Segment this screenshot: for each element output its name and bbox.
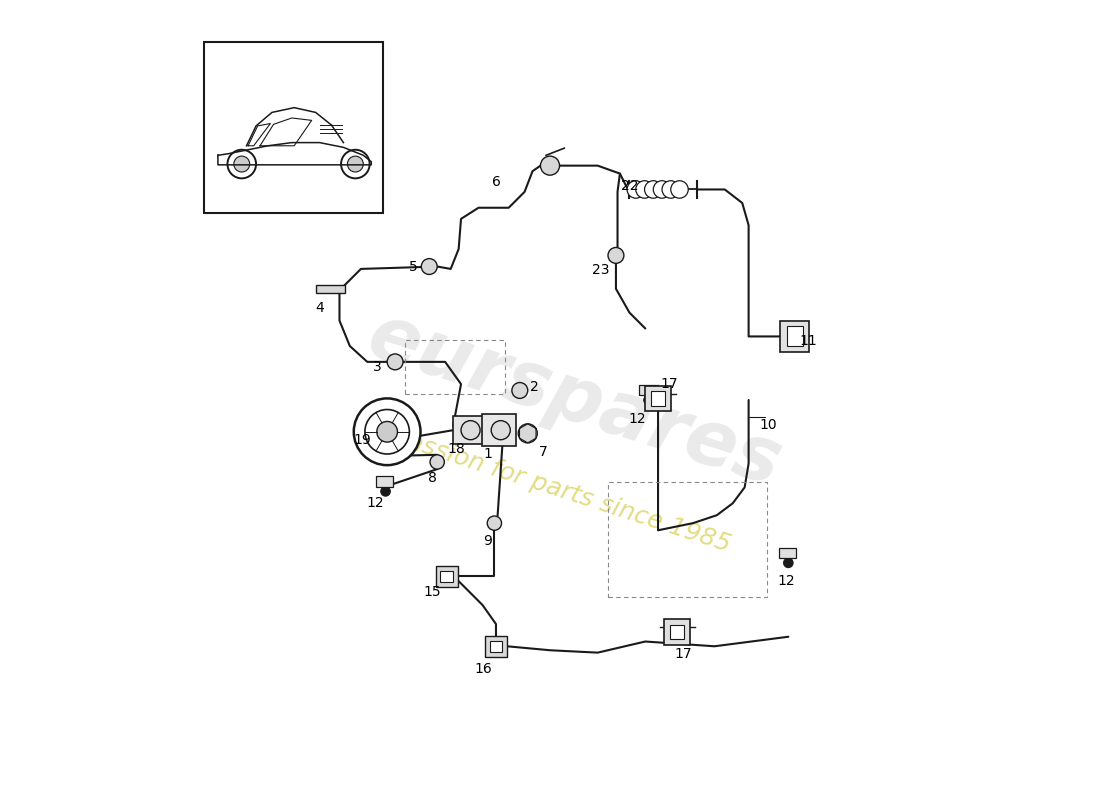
Circle shape bbox=[645, 181, 662, 198]
Circle shape bbox=[365, 410, 409, 454]
Bar bbox=[779, 548, 796, 558]
Text: 2: 2 bbox=[530, 380, 539, 394]
Circle shape bbox=[492, 421, 510, 440]
Text: 12: 12 bbox=[366, 496, 384, 510]
Circle shape bbox=[377, 422, 397, 442]
Bar bbox=[205, 42, 383, 214]
Text: 16: 16 bbox=[474, 662, 492, 675]
Text: 4: 4 bbox=[316, 301, 324, 315]
Circle shape bbox=[354, 398, 420, 465]
Text: 23: 23 bbox=[592, 262, 609, 277]
Circle shape bbox=[228, 150, 256, 178]
Circle shape bbox=[421, 258, 437, 274]
Bar bbox=[651, 391, 666, 406]
Circle shape bbox=[430, 455, 444, 469]
Text: 12: 12 bbox=[778, 574, 795, 588]
Circle shape bbox=[644, 395, 653, 405]
Bar bbox=[406, 340, 505, 394]
Circle shape bbox=[783, 558, 793, 568]
Text: 22: 22 bbox=[620, 178, 638, 193]
Circle shape bbox=[518, 424, 537, 443]
Circle shape bbox=[608, 247, 624, 263]
Bar bbox=[436, 566, 458, 586]
Bar bbox=[376, 476, 394, 486]
Circle shape bbox=[540, 156, 560, 175]
Circle shape bbox=[636, 181, 653, 198]
Text: 19: 19 bbox=[353, 433, 372, 446]
Text: eurspares: eurspares bbox=[358, 298, 790, 502]
Bar bbox=[670, 625, 684, 639]
Text: 1: 1 bbox=[484, 447, 493, 461]
Bar bbox=[440, 571, 453, 582]
Bar bbox=[317, 285, 345, 293]
Circle shape bbox=[671, 181, 689, 198]
Text: 8: 8 bbox=[428, 471, 437, 485]
Circle shape bbox=[461, 421, 480, 440]
Circle shape bbox=[341, 150, 370, 178]
Text: 11: 11 bbox=[800, 334, 817, 348]
Text: 15: 15 bbox=[424, 586, 441, 599]
Text: 17: 17 bbox=[660, 377, 678, 391]
Circle shape bbox=[387, 354, 403, 370]
Text: 12: 12 bbox=[628, 412, 646, 426]
Text: 3: 3 bbox=[373, 360, 382, 374]
Bar bbox=[608, 482, 767, 597]
Circle shape bbox=[627, 181, 645, 198]
Circle shape bbox=[348, 156, 363, 172]
Text: a passion for parts since 1985: a passion for parts since 1985 bbox=[366, 418, 734, 557]
Circle shape bbox=[512, 382, 528, 398]
Bar bbox=[483, 414, 516, 446]
Bar bbox=[664, 619, 690, 645]
Circle shape bbox=[381, 486, 390, 496]
Bar bbox=[646, 386, 671, 411]
Bar bbox=[639, 385, 657, 395]
Text: 5: 5 bbox=[409, 259, 418, 274]
Bar bbox=[780, 321, 808, 352]
Text: 9: 9 bbox=[484, 534, 493, 549]
Text: 10: 10 bbox=[760, 418, 778, 433]
Bar bbox=[786, 326, 803, 346]
Circle shape bbox=[653, 181, 671, 198]
Bar bbox=[453, 416, 488, 445]
Bar bbox=[490, 641, 503, 652]
Text: 17: 17 bbox=[674, 647, 692, 662]
Circle shape bbox=[487, 516, 502, 530]
Circle shape bbox=[234, 156, 250, 172]
Text: 18: 18 bbox=[448, 442, 465, 456]
Text: 6: 6 bbox=[492, 174, 500, 189]
Circle shape bbox=[662, 181, 680, 198]
Text: 7: 7 bbox=[539, 446, 548, 459]
Bar bbox=[485, 636, 507, 657]
